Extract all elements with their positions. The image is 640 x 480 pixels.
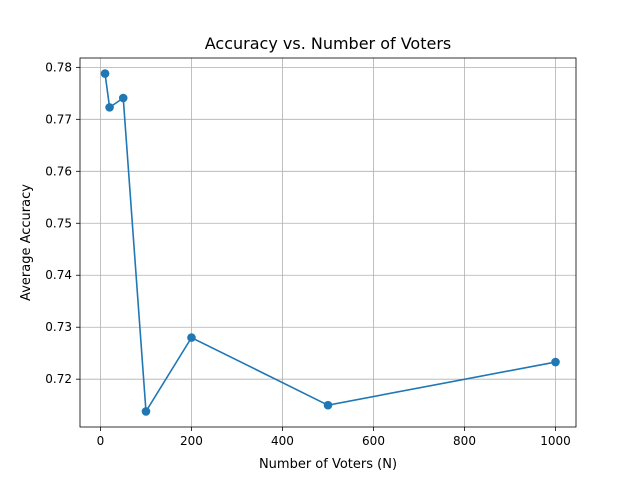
- x-tick-label: 600: [362, 434, 385, 448]
- y-tick-label: 0.74: [45, 268, 72, 282]
- x-tick-label: 200: [180, 434, 203, 448]
- y-tick-label: 0.78: [45, 60, 72, 74]
- plot-frame: [79, 57, 577, 428]
- x-tick-label: 0: [97, 434, 105, 448]
- data-point: [323, 400, 333, 410]
- data-point: [187, 333, 196, 342]
- data-point: [100, 69, 110, 78]
- y-tick-label: 0.75: [45, 216, 72, 230]
- data-point: [141, 407, 151, 416]
- chart-title: Accuracy vs. Number of Voters: [205, 34, 452, 53]
- y-tick-label: 0.76: [45, 164, 72, 178]
- ticks: 0 200 400 600 800 1000 0.72 0.73 0.74 0.75 0.76 0.7…: [45, 60, 571, 448]
- series-layer: [100, 69, 560, 416]
- x-tick-label: 1000: [540, 434, 571, 448]
- x-axis-label: Number of Voters (N): [259, 457, 397, 472]
- data-point: [118, 93, 128, 103]
- y-tick-label: 0.73: [45, 320, 72, 334]
- x-tick-label: 800: [453, 434, 476, 448]
- data-point: [551, 357, 560, 367]
- grid: [80, 58, 576, 427]
- y-tick-label: 0.77: [45, 112, 72, 126]
- y-axis-label: Average Accuracy: [19, 184, 34, 301]
- y-tick-label: 0.72: [45, 372, 72, 386]
- data-point: [105, 103, 114, 112]
- x-tick-label: 400: [271, 434, 294, 448]
